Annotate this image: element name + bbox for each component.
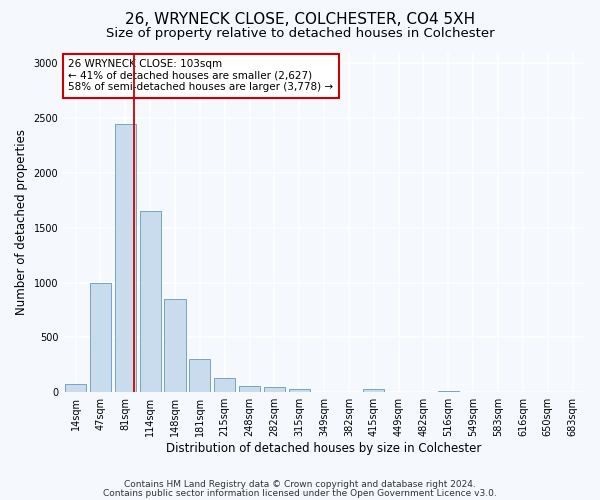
X-axis label: Distribution of detached houses by size in Colchester: Distribution of detached houses by size … bbox=[166, 442, 482, 455]
Bar bbox=[289, 389, 310, 392]
Bar bbox=[115, 124, 136, 392]
Bar bbox=[363, 389, 385, 392]
Text: Contains HM Land Registry data © Crown copyright and database right 2024.: Contains HM Land Registry data © Crown c… bbox=[124, 480, 476, 489]
Bar bbox=[239, 386, 260, 392]
Text: 26, WRYNECK CLOSE, COLCHESTER, CO4 5XH: 26, WRYNECK CLOSE, COLCHESTER, CO4 5XH bbox=[125, 12, 475, 28]
Bar bbox=[90, 282, 111, 392]
Bar bbox=[189, 360, 211, 392]
Bar bbox=[438, 391, 459, 392]
Text: Size of property relative to detached houses in Colchester: Size of property relative to detached ho… bbox=[106, 28, 494, 40]
Text: 26 WRYNECK CLOSE: 103sqm
← 41% of detached houses are smaller (2,627)
58% of sem: 26 WRYNECK CLOSE: 103sqm ← 41% of detach… bbox=[68, 60, 334, 92]
Text: Contains public sector information licensed under the Open Government Licence v3: Contains public sector information licen… bbox=[103, 488, 497, 498]
Y-axis label: Number of detached properties: Number of detached properties bbox=[15, 130, 28, 316]
Bar bbox=[65, 384, 86, 392]
Bar bbox=[264, 386, 285, 392]
Bar bbox=[140, 212, 161, 392]
Bar bbox=[164, 299, 185, 392]
Bar bbox=[214, 378, 235, 392]
